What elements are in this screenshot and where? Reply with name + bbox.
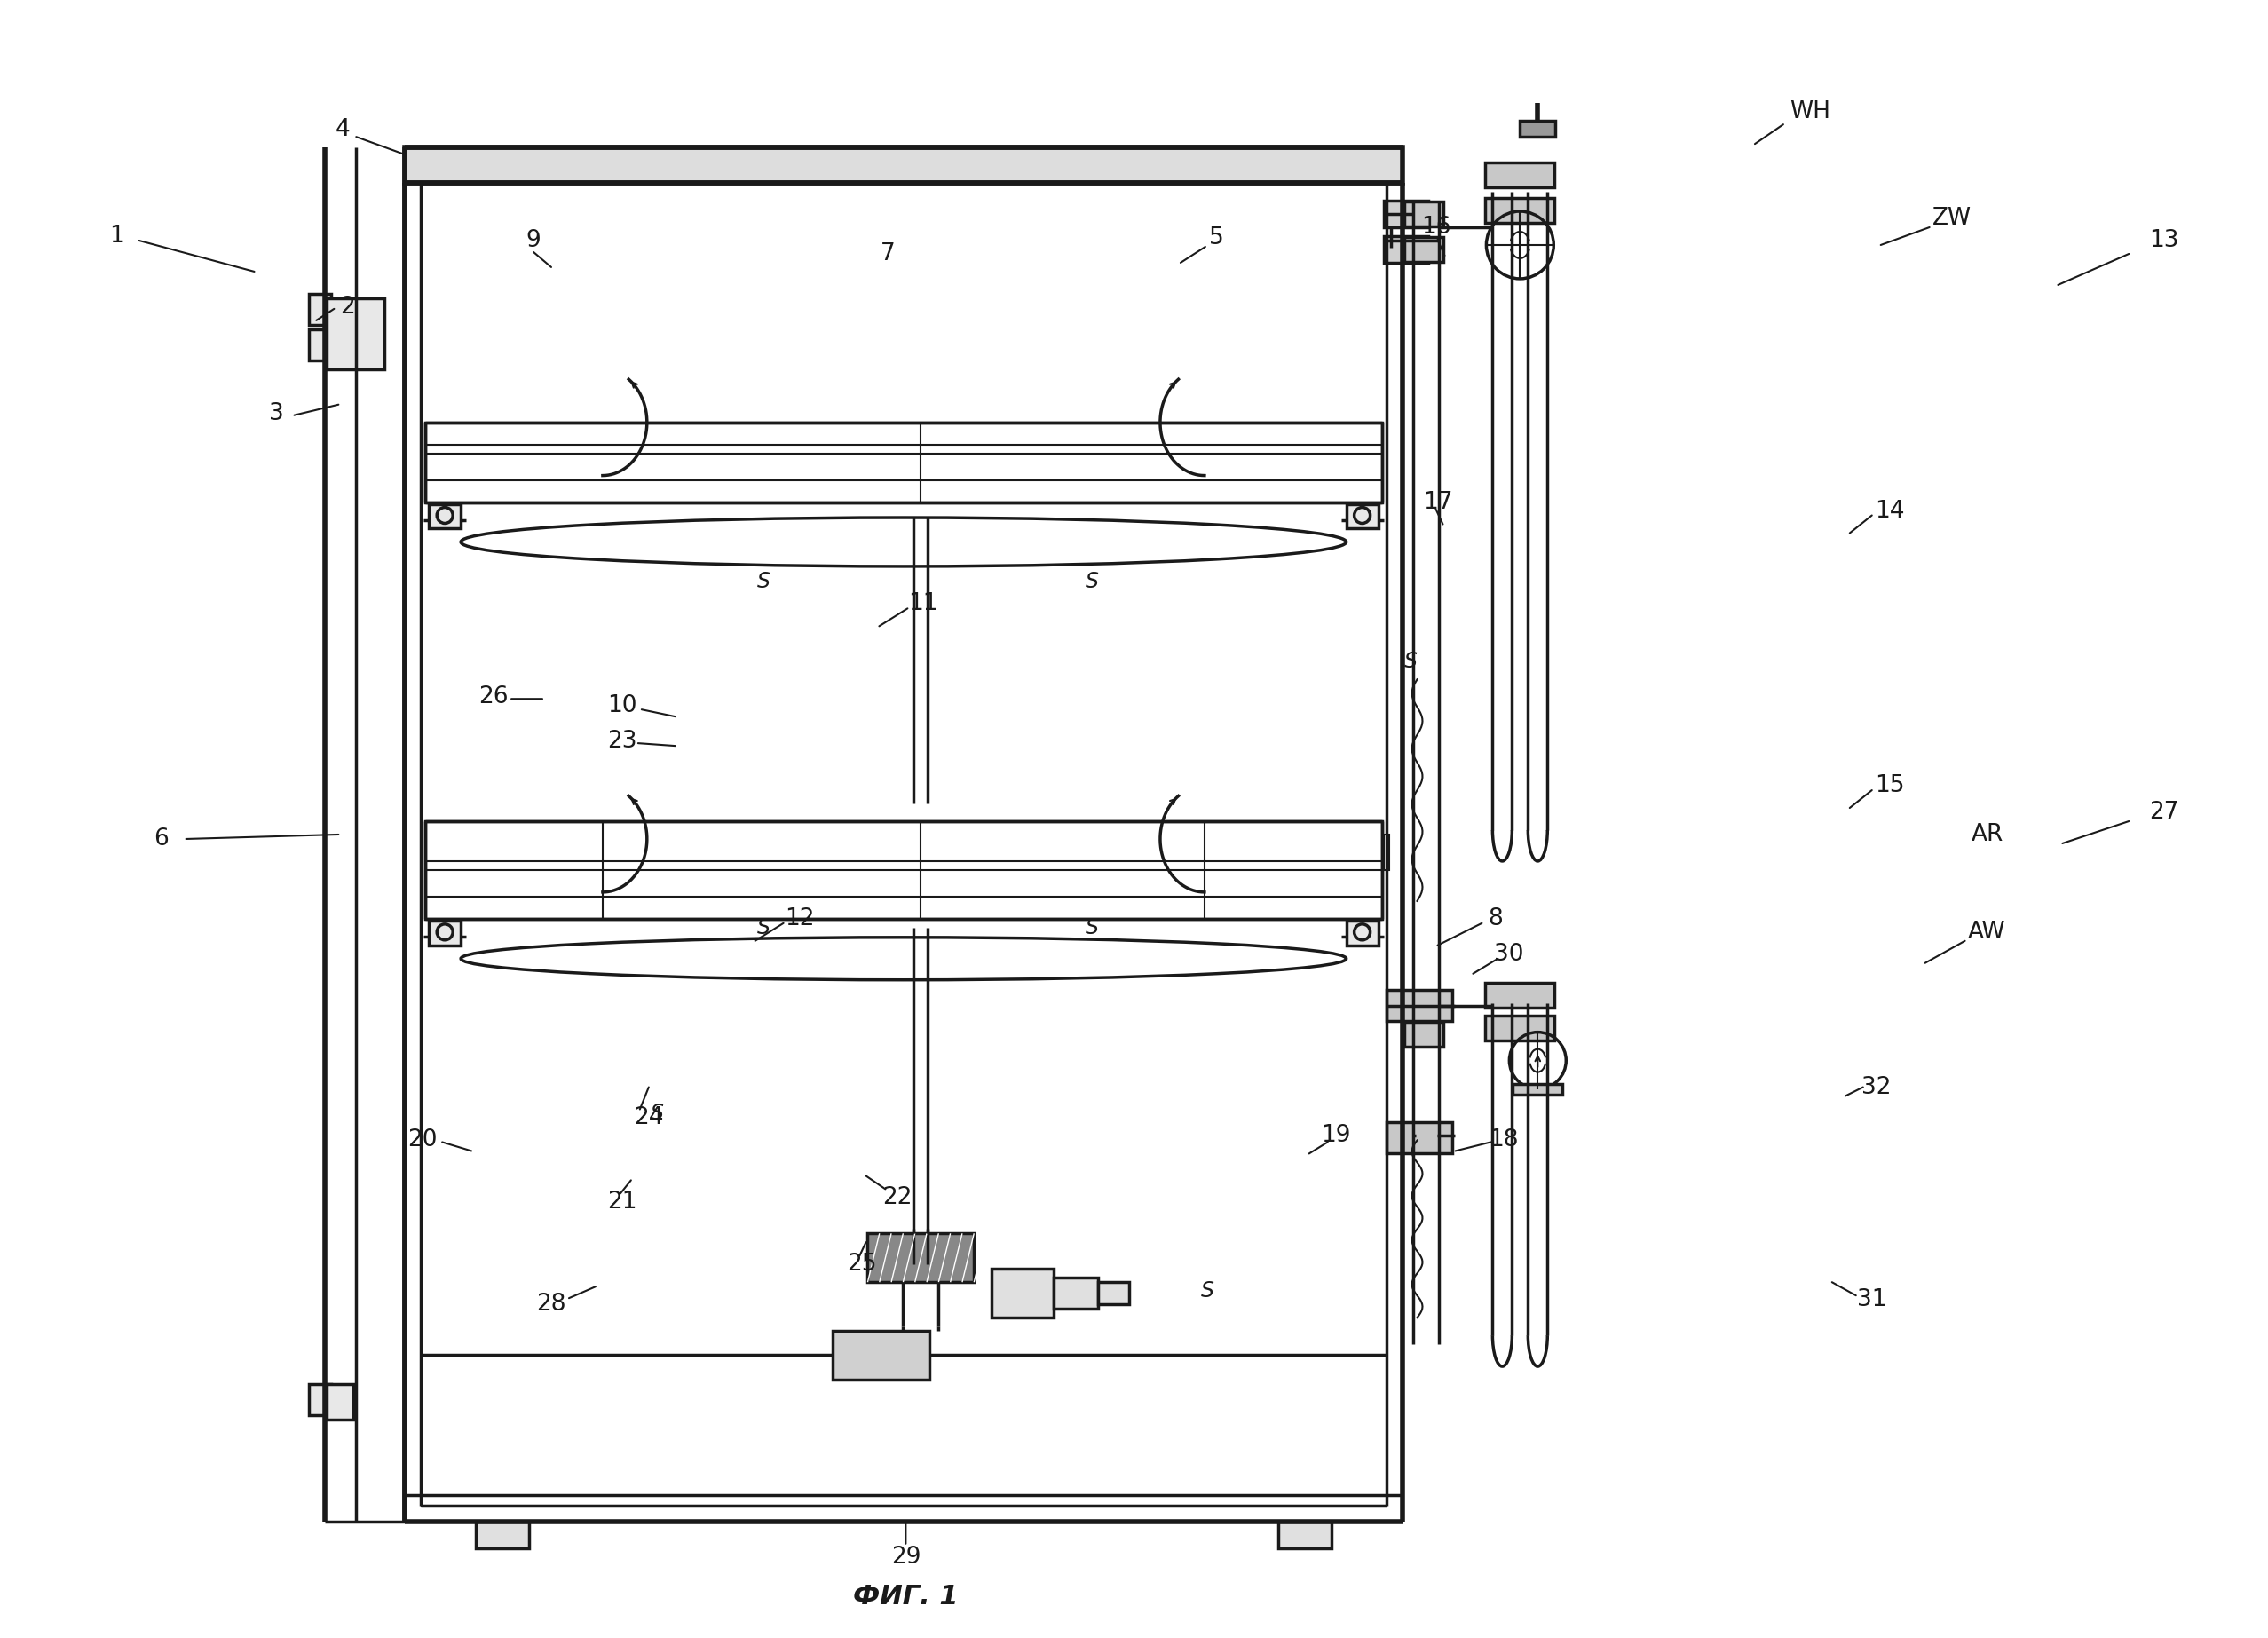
Bar [1055,1278,1098,1309]
Text: 2: 2 [340,295,354,319]
Bar [406,147,1402,183]
Text: 20: 20 [408,1129,438,1152]
Bar [426,423,1381,503]
Bar [1386,1122,1452,1153]
Bar [1383,201,1429,228]
Text: S: S [758,572,771,593]
Bar [1347,505,1379,529]
Text: 7: 7 [880,242,896,265]
Bar [832,1332,930,1379]
Text: 19: 19 [1320,1124,1349,1148]
Bar [1404,238,1445,262]
Bar [1383,236,1429,262]
Bar [308,1384,331,1415]
Bar [869,1233,973,1283]
Bar [991,1269,1055,1317]
Text: 18: 18 [1490,1129,1520,1152]
Bar [1486,983,1554,1007]
Bar [1098,1283,1129,1304]
Text: 9: 9 [526,229,542,252]
Text: WH: WH [1789,100,1830,123]
Text: S: S [651,1102,665,1124]
Text: S: S [1404,650,1418,672]
Text: 16: 16 [1422,216,1452,239]
Bar [426,821,1381,919]
Text: 8: 8 [1488,907,1504,930]
Text: 31: 31 [1857,1289,1887,1312]
Text: 1: 1 [109,224,125,247]
Bar [308,329,331,360]
Text: 3: 3 [270,401,284,424]
Text: 23: 23 [608,731,637,753]
Text: S: S [1086,572,1098,593]
Bar [1404,1022,1445,1047]
Bar [1486,198,1554,223]
Text: 5: 5 [1209,226,1222,249]
Text: ZW: ZW [1932,206,1971,229]
Text: 17: 17 [1422,490,1452,514]
Text: 13: 13 [2150,229,2180,252]
Text: 27: 27 [2150,801,2180,824]
Text: AR: AR [1971,822,2003,847]
Text: 28: 28 [535,1292,567,1315]
Text: 14: 14 [1876,500,1905,523]
Bar [308,293,331,324]
Bar [1347,921,1379,945]
Bar [1513,1084,1563,1094]
Bar [327,1384,354,1420]
Text: 25: 25 [846,1253,875,1276]
Text: S: S [1086,917,1098,939]
Text: 6: 6 [154,827,168,850]
Text: S: S [1200,1281,1213,1302]
Bar [1404,991,1445,1016]
Text: 32: 32 [1862,1076,1892,1099]
Text: 4: 4 [336,118,349,141]
Bar [1383,834,1388,870]
Bar [429,921,460,945]
Bar [1386,989,1452,1020]
Bar [1279,1522,1331,1548]
Bar [1520,121,1556,138]
Text: 11: 11 [909,593,939,616]
Text: 24: 24 [633,1107,665,1130]
Bar [476,1522,528,1548]
Text: 12: 12 [785,907,814,930]
Bar [1486,1016,1554,1040]
Text: 30: 30 [1495,942,1524,966]
Bar [1486,162,1554,187]
Text: S: S [758,917,771,939]
Text: 10: 10 [608,695,637,717]
Text: ФИГ. 1: ФИГ. 1 [853,1584,959,1610]
Text: 29: 29 [891,1545,921,1569]
Bar [327,298,386,369]
Bar [429,505,460,529]
Text: 26: 26 [479,686,508,709]
Text: AW: AW [1969,921,2005,943]
Bar [1404,201,1445,226]
Text: 22: 22 [882,1186,912,1209]
Text: 15: 15 [1876,775,1905,798]
Text: 21: 21 [608,1191,637,1214]
